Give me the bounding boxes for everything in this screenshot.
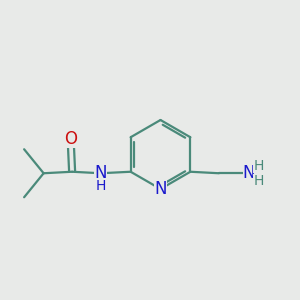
Text: H: H bbox=[253, 159, 264, 173]
Text: N: N bbox=[154, 180, 167, 198]
Text: H: H bbox=[96, 179, 106, 193]
Text: H: H bbox=[253, 174, 264, 188]
Text: O: O bbox=[64, 130, 77, 148]
Text: N: N bbox=[243, 164, 255, 182]
Text: N: N bbox=[94, 164, 107, 182]
